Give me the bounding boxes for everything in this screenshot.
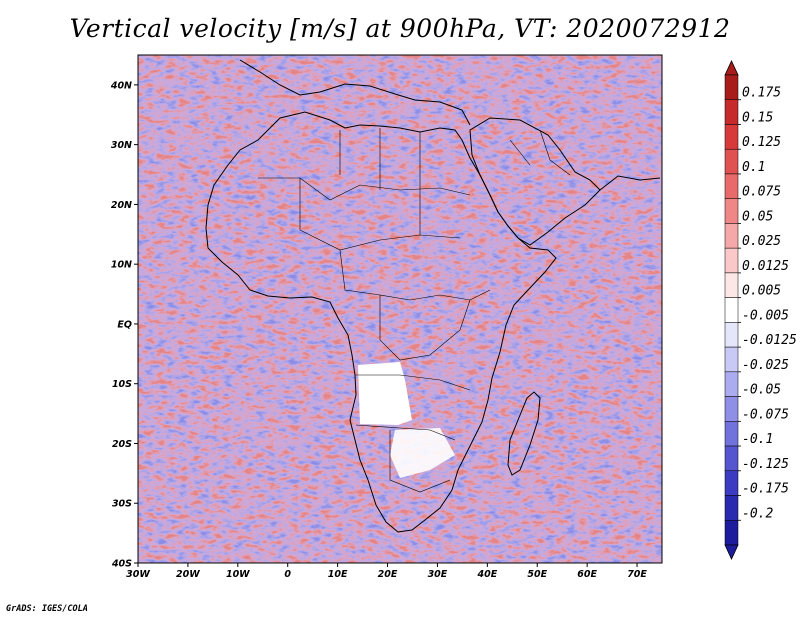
latitude-axis: 40N 30N 20N 10N EQ 10S 20S 30S 40S	[110, 80, 138, 570]
colorbar-label: -0.075	[742, 407, 789, 422]
colorbar-segment	[724, 173, 739, 199]
colorbar-segment	[724, 371, 739, 397]
colorbar-segment	[724, 445, 739, 472]
colorbar-label: -0.05	[742, 383, 781, 398]
longitude-axis: 30W 20W 10W 0 10E 20E 30E 40E 50E 60E 70E	[126, 563, 647, 580]
colorbar-label: 0.125	[742, 135, 781, 150]
calm-zone-angola	[358, 362, 412, 425]
country-borders	[258, 128, 571, 493]
colorbar-label: 0.175	[742, 86, 781, 101]
lon-tick-label: 20W	[176, 569, 200, 580]
lat-tick-label: 40S	[111, 559, 132, 570]
lat-tick-label: 20S	[112, 439, 132, 450]
lat-tick-label: 10S	[112, 379, 132, 390]
colorbar-segment	[724, 297, 739, 323]
lat-tick-label: 10N	[111, 260, 132, 271]
colorbar-label: -0.2	[742, 506, 773, 521]
lon-tick-label: 70E	[627, 569, 647, 580]
colorbar-segment	[724, 99, 739, 125]
asia-coastline	[599, 175, 661, 191]
colorbar-segment	[724, 74, 739, 100]
colorbar-label: -0.125	[742, 457, 789, 472]
colorbar-segment	[724, 223, 739, 249]
lon-tick-label: 50E	[527, 569, 547, 580]
colorbar-segment	[724, 396, 739, 422]
colorbar-segment	[724, 520, 739, 546]
footer-credit: GrADS: IGES/COLA	[6, 604, 88, 614]
colorbar-segment	[724, 148, 739, 175]
colorbar-top-arrow	[724, 60, 739, 76]
colorbar-segment	[724, 272, 739, 298]
africa-coastline	[205, 111, 557, 533]
colorbar-segment	[724, 124, 739, 150]
colorbar-segment	[724, 495, 739, 521]
colorbar-label: 0.15	[742, 110, 773, 125]
colorbar-label: 0.025	[742, 234, 781, 249]
europe-coastline	[239, 59, 471, 126]
calm-zone-kalahari	[390, 428, 455, 478]
lat-tick-label: 30S	[112, 499, 132, 510]
colorbar-label: -0.1	[742, 432, 773, 447]
colorbar-label: -0.025	[742, 358, 789, 373]
lat-tick-label: 30N	[111, 140, 132, 151]
lat-tick-label: 20N	[111, 200, 132, 211]
colorbar-label: -0.175	[742, 482, 789, 497]
madagascar-coastline	[507, 391, 541, 476]
lon-tick-label: 10E	[328, 569, 348, 580]
velocity-field	[138, 55, 662, 563]
colorbar-segment	[724, 322, 739, 348]
colorbar-label: 0.0125	[742, 259, 789, 274]
lat-tick-label: 40N	[110, 80, 132, 91]
colorbar-segment	[724, 470, 739, 496]
lon-tick-label: 30W	[126, 569, 150, 580]
colorbar-label: -0.005	[742, 308, 789, 323]
colorbar-label: 0.05	[742, 209, 773, 224]
colorbar-label: -0.0125	[742, 333, 797, 348]
lon-tick-label: 0	[284, 569, 291, 580]
lon-tick-label: 20E	[378, 569, 398, 580]
colorbar-segment	[724, 346, 739, 373]
arabia-coastline	[469, 117, 601, 246]
colorbar-segment	[724, 247, 739, 274]
lon-tick-label: 40E	[476, 569, 497, 580]
colorbar-bottom-arrow	[724, 544, 739, 560]
colorbar-label: 0.005	[742, 284, 781, 299]
coastlines	[205, 59, 661, 533]
lat-tick-label: EQ	[117, 319, 132, 330]
colorbar-label: 0.1	[742, 160, 765, 175]
lon-tick-label: 30E	[428, 569, 448, 580]
chart-title: Vertical velocity [m/s] at 900hPa, VT: 2…	[69, 14, 731, 43]
colorbar-label: 0.075	[742, 185, 781, 200]
colorbar: 0.175 0.15 0.125 0.1 0.075 0.05 0.025 0.0125 0.0…	[724, 60, 797, 560]
lon-tick-label: 60E	[577, 569, 597, 580]
lon-tick-label: 10W	[226, 569, 250, 580]
colorbar-segment	[724, 198, 739, 224]
colorbar-segment	[724, 421, 739, 447]
plot-frame	[137, 54, 663, 564]
